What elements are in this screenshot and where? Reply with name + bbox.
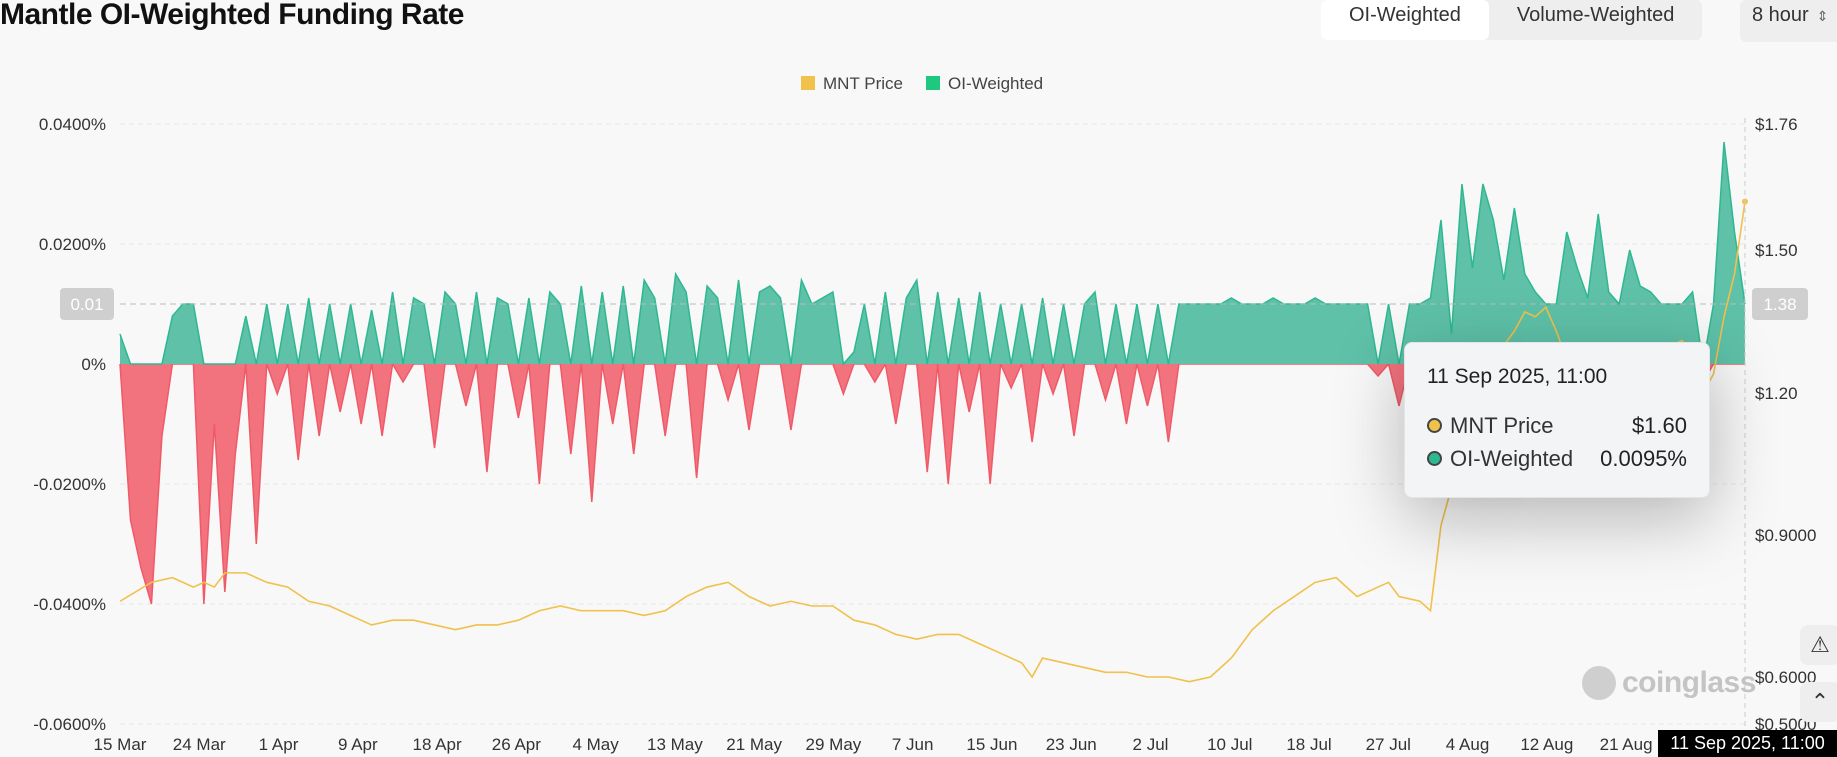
x-tick-label: 24 Mar bbox=[173, 735, 226, 754]
watermark-text: coinglass bbox=[1622, 666, 1756, 699]
x-tick-label: 15 Jun bbox=[966, 735, 1017, 754]
tooltip: 11 Sep 2025, 11:00 MNT Price $1.60 OI-We… bbox=[1404, 342, 1710, 498]
x-tick-label: 26 Apr bbox=[492, 735, 541, 754]
y-right-tick-label: $1.50 bbox=[1755, 241, 1798, 260]
y-right-tick-label: $0.5000 bbox=[1755, 715, 1816, 734]
legend-label-oi: OI-Weighted bbox=[948, 74, 1043, 93]
legend-swatch-price bbox=[801, 76, 815, 90]
left-axis: 0.0400% 0.0200% 0% -0.0200% -0.0400% -0.0600% bbox=[33, 115, 106, 734]
x-tick-label: 18 Jul bbox=[1286, 735, 1331, 754]
sort-caret-icon: ⇕ bbox=[1816, 8, 1829, 24]
interval-label: 8 hour bbox=[1752, 4, 1809, 26]
crosshair-x-label: 11 Sep 2025, 11:00 bbox=[1658, 730, 1837, 757]
x-tick-label: 12 Aug bbox=[1520, 735, 1573, 754]
right-axis: $1.76 $1.50 $1.20 $0.9000 $0.6000 $0.5000 bbox=[1744, 115, 1816, 734]
tooltip-value: 0.0095% bbox=[1600, 445, 1687, 471]
crosshair-right-flag bbox=[1752, 288, 1808, 320]
tooltip-label: MNT Price bbox=[1450, 412, 1554, 438]
x-tick-label: 9 Apr bbox=[338, 735, 378, 754]
price-dot-icon bbox=[1427, 418, 1442, 433]
x-tick-label: 15 Mar bbox=[94, 735, 147, 754]
tooltip-label: OI-Weighted bbox=[1450, 445, 1574, 471]
legend-label-price: MNT Price bbox=[823, 74, 903, 93]
y-left-tick-label: -0.0600% bbox=[33, 715, 106, 734]
tooltip-time: 11 Sep 2025, 11:00 bbox=[1427, 365, 1608, 388]
y-right-tick-label: $1.20 bbox=[1755, 384, 1798, 403]
legend-swatch-oi bbox=[926, 76, 940, 90]
y-left-tick-label: -0.0400% bbox=[33, 595, 106, 614]
x-tick-label: 7 Jun bbox=[892, 735, 934, 754]
y-left-tick-label: -0.0200% bbox=[33, 475, 106, 494]
y-left-tick-label: 0% bbox=[81, 355, 106, 374]
oi-dot-icon bbox=[1427, 451, 1442, 466]
chevron-up-icon: ⌃ bbox=[1810, 689, 1830, 714]
y-left-tick-label: 0.0400% bbox=[39, 115, 106, 134]
interval-select[interactable]: 8 hour ⇕ bbox=[1740, 0, 1837, 42]
x-tick-label: 18 Apr bbox=[412, 735, 461, 754]
positive-funding-area bbox=[120, 142, 1745, 364]
x-tick-label: 21 May bbox=[726, 735, 782, 754]
alert-button[interactable]: ⚠ bbox=[1800, 625, 1837, 665]
x-tick-label: 27 Jul bbox=[1366, 735, 1411, 754]
x-tick-label: 13 May bbox=[647, 735, 703, 754]
y-right-tick-label: $1.76 bbox=[1755, 115, 1798, 134]
x-tick-label: 29 May bbox=[806, 735, 862, 754]
crosshair: 0.01 1.38 bbox=[60, 288, 1808, 320]
page-title: Mantle OI-Weighted Funding Rate bbox=[0, 0, 464, 31]
tab-oi-weighted[interactable]: OI-Weighted bbox=[1321, 0, 1489, 40]
tooltip-row-price: MNT Price $1.60 bbox=[1427, 409, 1687, 442]
coinglass-logo-icon bbox=[1582, 666, 1616, 700]
x-tick-label: 10 Jul bbox=[1207, 735, 1252, 754]
x-tick-label: 21 Aug bbox=[1600, 735, 1653, 754]
scroll-top-button[interactable]: ⌃ bbox=[1800, 682, 1837, 722]
y-left-tick-label: 0.0200% bbox=[39, 235, 106, 254]
tooltip-row-oi: OI-Weighted 0.0095% bbox=[1427, 442, 1687, 475]
tooltip-value: $1.60 bbox=[1631, 412, 1687, 438]
crosshair-left-value: 0.01 bbox=[70, 295, 103, 314]
x-tick-label: 4 May bbox=[572, 735, 619, 754]
alert-icon: ⚠ bbox=[1810, 632, 1830, 657]
watermark: coinglass bbox=[1582, 666, 1756, 700]
x-tick-label: 1 Apr bbox=[259, 735, 299, 754]
legend: MNT Price OI-Weighted bbox=[801, 74, 1043, 93]
weighting-toggle: OI-Weighted Volume-Weighted bbox=[1321, 0, 1703, 40]
positive-area bbox=[119, 141, 1746, 366]
tab-volume-weighted[interactable]: Volume-Weighted bbox=[1516, 4, 1675, 26]
crosshair-left-flag bbox=[60, 288, 114, 320]
y-right-tick-label: $0.6000 bbox=[1755, 668, 1816, 687]
x-axis: 15 Mar 24 Mar 1 Apr 9 Apr 18 Apr 26 Apr 4 May 1… bbox=[94, 735, 1732, 754]
crosshair-right-value: 1.38 bbox=[1763, 295, 1796, 314]
x-tick-label: 4 Aug bbox=[1446, 735, 1490, 754]
y-right-tick-label: $0.9000 bbox=[1755, 526, 1816, 545]
x-tick-label: 23 Jun bbox=[1046, 735, 1097, 754]
x-tick-label: 2 Jul bbox=[1133, 735, 1169, 754]
